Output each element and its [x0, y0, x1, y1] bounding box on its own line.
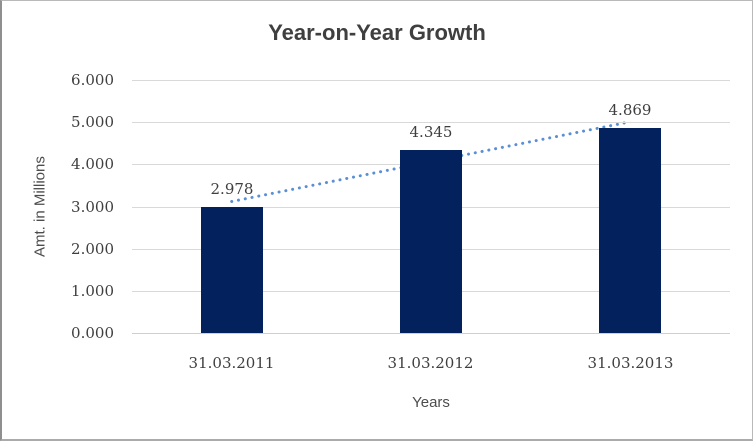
y-tick-label: 5.000 [71, 113, 114, 131]
bar-data-label: 2.978 [210, 180, 254, 198]
gridline [132, 80, 730, 81]
y-tick-label: 3.000 [71, 198, 114, 216]
y-tick-label: 2.000 [71, 240, 114, 258]
y-tick-label: 1.000 [71, 282, 114, 300]
bar [201, 207, 263, 333]
y-tick-label: 4.000 [71, 155, 114, 173]
y-tick-label: 0.000 [71, 324, 114, 342]
bar [400, 150, 462, 333]
x-axis-line [132, 333, 730, 334]
bar-data-label: 4.869 [608, 101, 652, 119]
x-category-label: 31.03.2012 [387, 354, 474, 372]
gridline [132, 122, 730, 123]
bar [599, 128, 661, 333]
chart-title: Year-on-Year Growth [268, 20, 486, 45]
x-category-label: 31.03.2011 [188, 354, 275, 372]
y-tick-label: 6.000 [71, 71, 114, 89]
x-axis-title: Years [412, 394, 450, 411]
x-category-label: 31.03.2013 [587, 354, 674, 372]
bar-data-label: 4.345 [409, 123, 453, 141]
